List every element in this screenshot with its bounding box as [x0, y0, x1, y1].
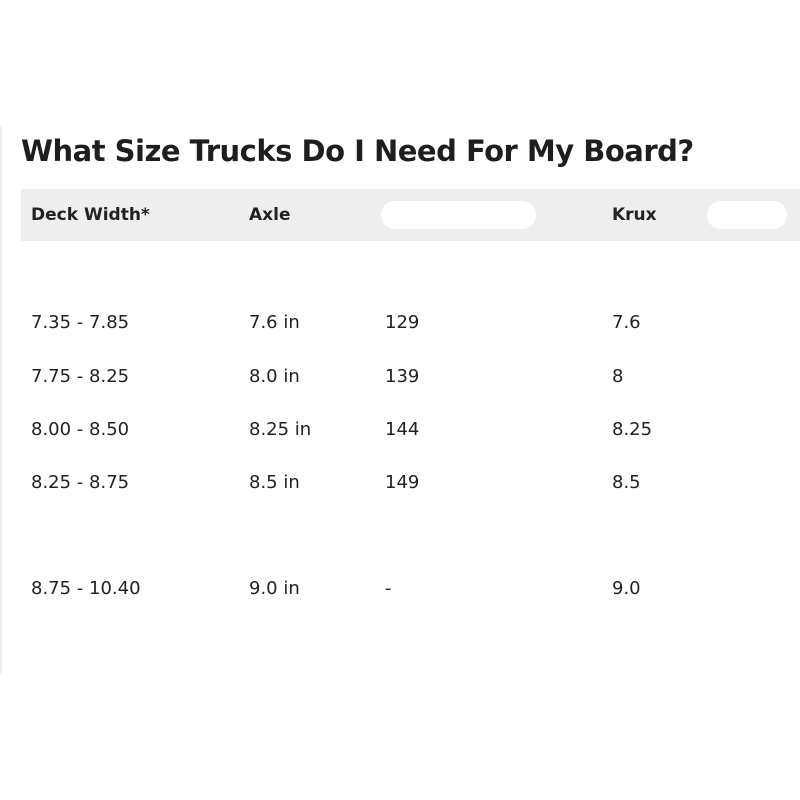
header-axle: Axle	[249, 205, 291, 225]
cell-krux: 8	[612, 366, 624, 387]
cell-deck-width: 7.35 - 7.85	[31, 312, 130, 333]
cell-value: -	[385, 578, 392, 599]
header-krux: Krux	[612, 205, 657, 225]
header-deck-width: Deck Width*	[31, 205, 150, 225]
cell-value: 144	[385, 419, 420, 440]
cell-axle: 8.25 in	[249, 419, 312, 440]
cell-deck-width: 8.75 - 10.40	[31, 578, 141, 599]
cell-axle: 7.6 in	[249, 312, 300, 333]
divider	[0, 125, 2, 675]
page-title: What Size Trucks Do I Need For My Board?	[21, 134, 694, 168]
cell-deck-width: 8.00 - 8.50	[31, 419, 130, 440]
cell-krux: 8.5	[612, 472, 641, 493]
cell-krux: 9.0	[612, 578, 641, 599]
cell-value: 149	[385, 472, 420, 493]
cell-axle: 8.0 in	[249, 366, 300, 387]
redacted-header	[381, 201, 536, 229]
cell-value: 139	[385, 366, 420, 387]
cell-krux: 8.25	[612, 419, 653, 440]
table-header: Deck Width* Axle Krux	[21, 189, 800, 241]
cell-axle: 8.5 in	[249, 472, 300, 493]
cell-axle: 9.0 in	[249, 578, 300, 599]
cell-value: 129	[385, 312, 420, 333]
cell-deck-width: 7.75 - 8.25	[31, 366, 130, 387]
cell-deck-width: 8.25 - 8.75	[31, 472, 130, 493]
cell-krux: 7.6	[612, 312, 641, 333]
redacted-header	[707, 201, 787, 229]
